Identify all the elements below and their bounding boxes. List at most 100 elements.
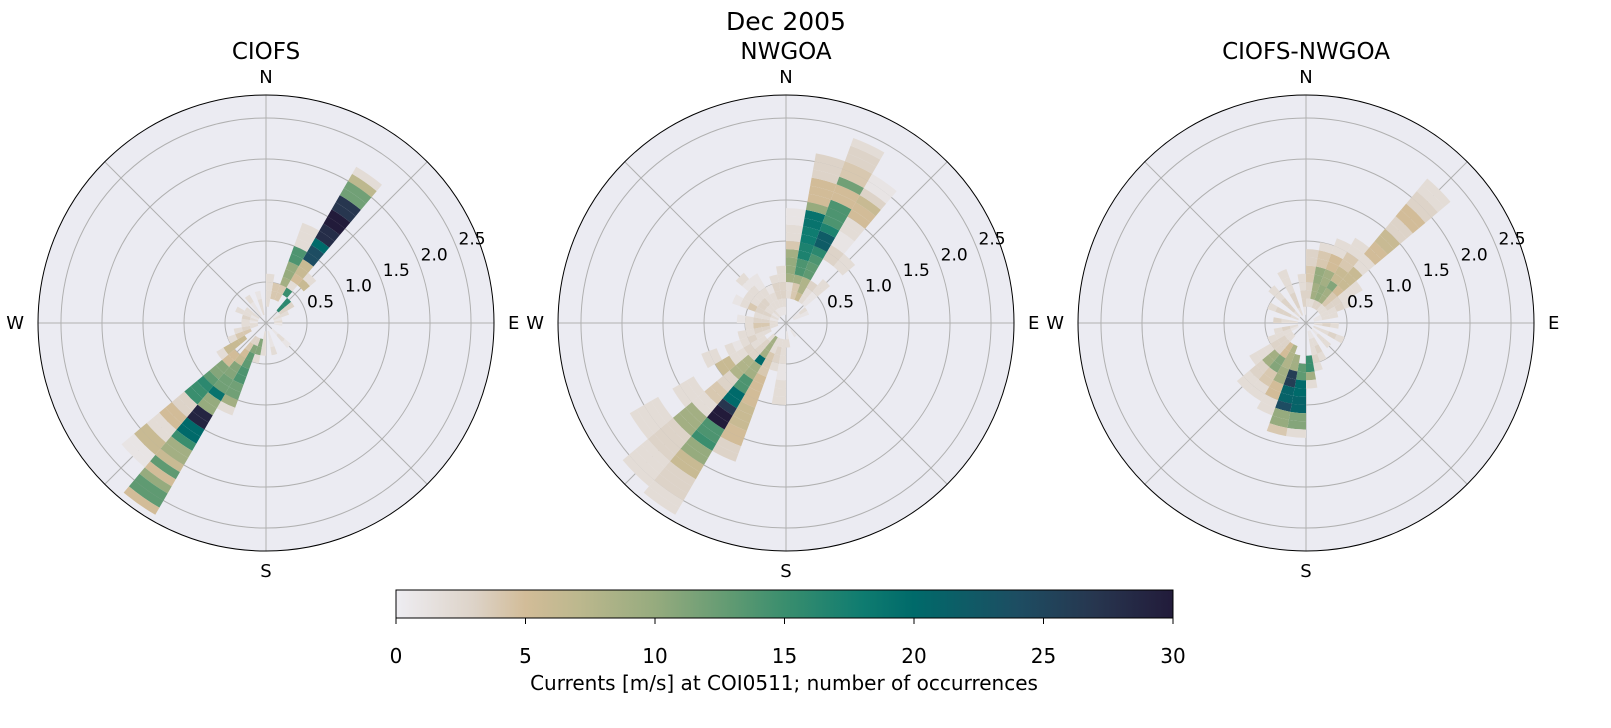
rose-bar-cell	[800, 276, 811, 288]
rose-bar-cell	[800, 234, 817, 246]
rose-bar-cell	[1311, 353, 1321, 364]
rose-bar-cell	[1264, 386, 1281, 401]
rose-bar-cell	[291, 245, 308, 260]
rose-bar-cell	[1282, 328, 1292, 336]
rose-bar-cell	[1306, 371, 1316, 381]
rose-bar-cell	[1249, 351, 1263, 366]
rose-bar-cell	[743, 343, 755, 355]
rose-bar-cell	[1317, 351, 1327, 362]
rose-bar-cell	[178, 391, 198, 411]
rose-bar-cell	[1290, 403, 1306, 414]
rose-bar-cell	[1317, 250, 1332, 262]
rose-bar-cell	[647, 433, 676, 462]
rose-bar-cell	[762, 328, 772, 336]
rose-bar-cell	[717, 398, 737, 416]
rose-bar-cell	[272, 312, 281, 319]
rose-bar-cell	[1260, 394, 1278, 408]
rose-bar-cell	[754, 291, 765, 302]
rose-bar-cell	[780, 306, 785, 316]
rose-bar-cell	[128, 480, 164, 508]
rose-bar-cell	[767, 304, 776, 313]
rose-bar-cell	[1326, 280, 1338, 292]
rose-bar-cell	[1327, 306, 1337, 315]
rose-bar-cell	[1280, 297, 1291, 308]
rose-bar-cell	[1363, 247, 1382, 266]
rose-bar-cell	[251, 353, 261, 364]
rose-bar-cell	[186, 410, 209, 430]
rose-bar-cell	[285, 261, 299, 274]
polar-panel-nwgoa: 0.5 1.0 1.5 2.0 2.5 N E S W NWGOA	[526, 39, 1039, 582]
rose-bar-cell	[339, 188, 367, 210]
rose-bar-cell	[836, 176, 864, 196]
rose-bar-cell	[770, 335, 778, 345]
radial-tick-label: 0.5	[307, 292, 334, 312]
rose-bar-cell	[1320, 310, 1330, 318]
rose-bar-cell	[793, 274, 803, 285]
rose-bar-cell	[679, 380, 699, 403]
rose-bar-cell	[171, 429, 197, 451]
rose-bar-cell	[1306, 363, 1315, 373]
rose-bar-cell	[1400, 203, 1426, 229]
polar-grid	[558, 95, 1014, 551]
rose-bar-cell	[812, 285, 824, 297]
rose-bar-cell	[1284, 331, 1294, 339]
rose-bar-cell	[1287, 304, 1296, 313]
rose-bar-cell	[1308, 330, 1315, 339]
rose-bar-cell	[704, 386, 723, 405]
rose-bar-cell	[761, 318, 770, 323]
rose-bar-cell	[1273, 372, 1287, 385]
rose-bar-cell	[1314, 344, 1323, 354]
rose-bar-cell	[266, 273, 275, 283]
rose-bar-cell	[288, 253, 303, 267]
rose-bar-cell	[773, 337, 781, 347]
rose-bar-cell	[223, 343, 235, 355]
rose-bar-cell	[215, 359, 230, 374]
rose-bar-cell	[203, 370, 219, 386]
rose-bar-cell	[771, 395, 786, 406]
rose-bar-cell	[777, 338, 784, 348]
rose-bar-cell	[679, 407, 702, 430]
rose-bar-cell	[764, 307, 774, 315]
colorbar-gradient	[395, 589, 1174, 619]
rose-bar-cell	[781, 339, 786, 348]
rose-bar-cell	[698, 391, 718, 411]
rose-bar-cell	[299, 222, 320, 238]
rose-bar-cell	[1337, 279, 1350, 292]
rose-bar-cell	[738, 373, 754, 387]
rose-bar-cell	[748, 349, 760, 361]
rose-bar-cell	[1369, 241, 1388, 260]
rose-bar-cell	[777, 273, 786, 283]
rose-bar-cell	[286, 280, 298, 292]
rose-bar-cell	[249, 323, 258, 326]
rose-bar-cell	[773, 299, 781, 309]
rose-bar-cell	[761, 314, 771, 321]
rose-bar-cell	[780, 347, 786, 356]
rose-bar-cell	[249, 344, 258, 354]
rose-bar-cell	[266, 281, 274, 291]
colorbar-tick-label: 0	[390, 644, 403, 668]
radial-tick-label: 2.5	[979, 230, 1006, 250]
rose-bar-cell	[807, 193, 831, 208]
rose-bar-cell	[748, 285, 760, 297]
rose-bar-cell	[192, 404, 213, 423]
rose-bar-cell	[239, 348, 250, 359]
rose-bar-cell	[1263, 343, 1275, 355]
rose-bar-cell	[1274, 354, 1286, 366]
rose-bar-cell	[1411, 191, 1438, 218]
rose-bar-cell	[847, 209, 871, 229]
rose-bar-cell	[729, 365, 744, 380]
rose-bar-cell	[1298, 281, 1306, 291]
rose-bar-cell	[1280, 338, 1291, 349]
rose-bar-cell	[1266, 423, 1288, 437]
rose-bar-cell	[155, 448, 184, 473]
rose-bar-cell	[1289, 292, 1298, 302]
rose-bar-cell	[235, 331, 245, 340]
rose-bar-cell	[146, 417, 172, 443]
rose-bar-cell	[1322, 323, 1331, 328]
rose-bar-cell	[165, 436, 193, 458]
rose-bar-cell	[710, 380, 729, 399]
radial-tick-label: 0.5	[1347, 292, 1374, 312]
rose-bar-cell	[273, 317, 283, 322]
rose-bar-cell	[1315, 258, 1329, 270]
rose-bar-cell	[296, 230, 316, 245]
